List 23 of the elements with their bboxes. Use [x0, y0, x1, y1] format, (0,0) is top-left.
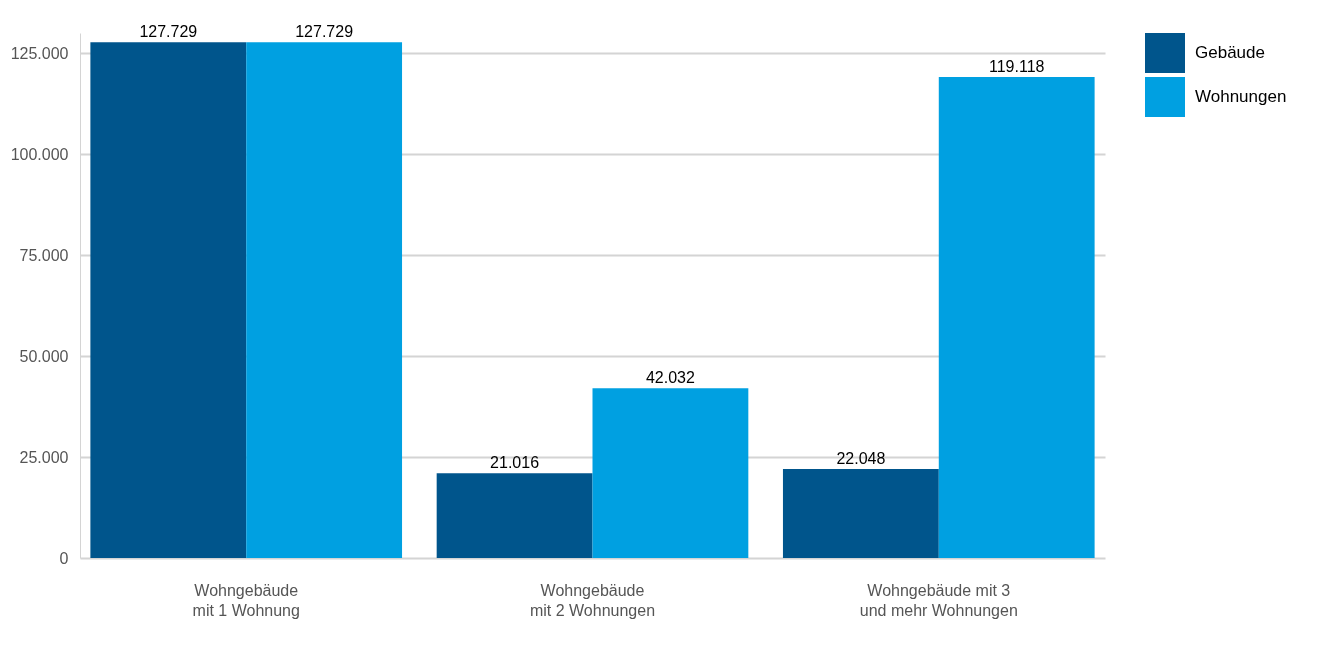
bar	[592, 388, 749, 558]
data-label: 119.118	[988, 57, 1045, 75]
data-label: 42.032	[645, 369, 695, 387]
data-label: 22.048	[836, 449, 886, 467]
y-tick-label: 125.000	[10, 44, 69, 62]
data-label: 127.729	[139, 23, 198, 41]
x-tick-label: Wohngebäude mit 1 Wohnung	[192, 581, 300, 619]
y-tick-label: 75.000	[19, 246, 69, 264]
y-tick-label: 0	[59, 549, 69, 567]
bar	[246, 42, 403, 558]
data-label: 127.729	[295, 23, 354, 41]
y-tick-label: 25.000	[19, 448, 69, 466]
x-tick-label: Wohngebäude mit 2 Wohnungen	[529, 581, 656, 619]
x-tick-label: Wohngebäude mit 3 und mehr Wohnungen	[859, 581, 1018, 619]
data-label: 21.016	[490, 454, 540, 472]
legend-label: Wohnungen	[1195, 87, 1287, 106]
bar	[782, 468, 939, 558]
bar	[436, 473, 593, 558]
bar	[90, 42, 247, 558]
legend-label: Gebäude	[1195, 43, 1265, 62]
y-tick-label: 50.000	[19, 347, 69, 365]
bar	[938, 76, 1095, 558]
y-tick-label: 100.000	[10, 145, 69, 163]
